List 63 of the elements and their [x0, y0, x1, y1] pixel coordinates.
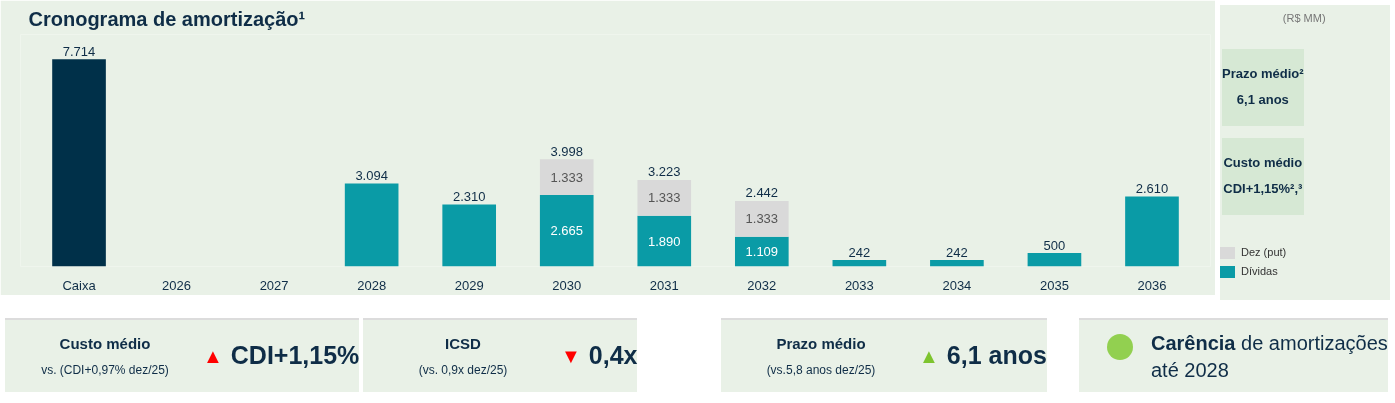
- text: (R$ MM): [1281, 11, 1326, 26]
- legend-label: Dez (put): [1241, 244, 1287, 260]
- bar: [539, 194, 594, 267]
- text: CDI+1,15%²,³: [1222, 180, 1304, 199]
- data-label: 242: [848, 244, 871, 260]
- text: ▲: [203, 343, 223, 369]
- x-tick-label: 2028: [357, 277, 387, 293]
- text: vs. (CDI+0,97% dez/25): [40, 362, 170, 380]
- bar: [637, 215, 692, 267]
- bar: [637, 179, 692, 216]
- total-label: 3.998: [550, 143, 584, 159]
- text: ▲: [919, 343, 939, 369]
- total-label: 2.442: [745, 185, 779, 201]
- data-label: 1.109: [745, 244, 779, 260]
- x-tick-label: 2031: [649, 277, 679, 293]
- text: 6,1 anos: [946, 340, 1047, 372]
- x-tick-label: 2035: [1039, 277, 1069, 293]
- bar: [344, 183, 399, 267]
- bar: [832, 260, 887, 267]
- data-label: 1.333: [550, 169, 584, 185]
- text: Prazo médio²: [1222, 64, 1304, 83]
- text: ▼: [561, 343, 581, 369]
- text: (vs.5,8 anos dez/25): [765, 362, 877, 380]
- data-label: 3.094: [355, 167, 388, 183]
- data-label: 2.310: [452, 188, 486, 204]
- legend-label: Dívidas: [1241, 263, 1278, 279]
- text: 0,4x: [588, 340, 638, 372]
- text: CDI+1,15%: [230, 340, 360, 372]
- data-label: 2.610: [1135, 180, 1169, 196]
- text: até 2028: [1151, 359, 1229, 381]
- data-label: 2.665: [550, 223, 584, 239]
- chart-title: Cronograma de amortização¹: [28, 7, 306, 30]
- data-label: 1.333: [745, 211, 779, 227]
- text: Custo médio: [1222, 153, 1304, 172]
- bar: [1125, 196, 1179, 267]
- data-label: 500: [1043, 237, 1066, 253]
- text: (vs. 0,9x dez/25): [417, 362, 509, 380]
- total-label: 3.223: [648, 164, 681, 180]
- text: 6,1 anos: [1235, 91, 1290, 110]
- text: de amortizações: [1241, 332, 1388, 354]
- x-tick-label: 2030: [552, 277, 582, 293]
- data-label: 7.714: [62, 43, 96, 59]
- bar: [930, 260, 984, 267]
- x-tick-label: 2032: [747, 277, 777, 293]
- x-tick-label: Caixa: [62, 277, 97, 293]
- x-tick-label: 2034: [942, 277, 972, 293]
- data-label: 1.890: [648, 233, 681, 249]
- x-tick-label: 2029: [454, 277, 484, 293]
- text: Prazo médio: [775, 333, 867, 354]
- x-tick-label: 2026: [162, 277, 192, 293]
- text: Custo médio: [58, 333, 152, 354]
- bar: [442, 204, 497, 267]
- bar: [1027, 253, 1082, 267]
- text: Carência: [1151, 332, 1236, 354]
- bar: [734, 200, 789, 237]
- x-tick-label: 2036: [1137, 277, 1167, 293]
- data-label: 242: [946, 244, 968, 260]
- data-label: 1.333: [648, 190, 681, 206]
- x-tick-label: 2027: [259, 277, 289, 293]
- bar: [539, 159, 594, 195]
- text: ICSD: [444, 333, 482, 354]
- bar: [52, 59, 106, 267]
- x-tick-label: 2033: [844, 277, 874, 293]
